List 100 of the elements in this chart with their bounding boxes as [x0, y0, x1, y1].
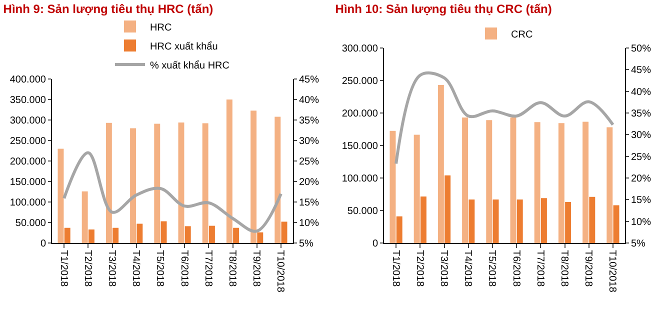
y2-tick-label: 45%	[631, 65, 652, 76]
bar	[257, 232, 264, 243]
legend-label: % xuất khẩu HRC	[150, 59, 230, 72]
legend-label: HRC	[150, 22, 172, 34]
x-tick-label: T3/2018	[106, 250, 117, 288]
bar	[233, 228, 240, 243]
bar	[589, 196, 596, 243]
x-tick-label: T9/2018	[582, 250, 594, 288]
x-tick-label: T9/2018	[250, 250, 262, 288]
y2-tick-label: 40%	[299, 95, 320, 106]
y-tick-label: 250.000	[10, 136, 46, 147]
x-tick-label: T1/2018	[58, 250, 69, 288]
y-tick-label: 100.000	[342, 174, 378, 184]
bar	[136, 224, 143, 243]
y2-tick-label: 40%	[631, 86, 652, 98]
bar	[130, 128, 136, 243]
y-tick-label: 150.000	[10, 177, 46, 188]
y2-tick-label: 15%	[299, 198, 320, 208]
bar	[582, 122, 589, 243]
bar	[64, 228, 70, 243]
bar	[613, 205, 620, 243]
y2-tick-label: 30%	[299, 136, 320, 147]
chart-title: Hình 10: Sản lượng tiêu thụ CRC (tấn)	[335, 2, 552, 16]
bar	[208, 226, 215, 243]
bar	[516, 199, 523, 243]
x-tick-label: T2/2018	[82, 250, 93, 288]
chart-title: Hình 9: Sản lượng tiêu thụ HRC (tấn)	[3, 2, 214, 16]
y2-tick-label: 5%	[299, 238, 314, 250]
x-tick-label: T3/2018	[438, 250, 449, 288]
y-tick-label: 50.000	[15, 218, 46, 229]
bar	[486, 120, 492, 243]
y-tick-label: 400.000	[10, 74, 46, 86]
x-tick-label: T6/2018	[510, 250, 522, 288]
x-tick-label: T6/2018	[178, 250, 190, 288]
bar	[492, 199, 499, 243]
bar	[106, 122, 112, 243]
bar	[558, 123, 564, 243]
bar	[462, 118, 468, 243]
y2-tick-label: 35%	[631, 108, 652, 120]
bar	[154, 124, 160, 243]
y2-tick-label: 25%	[631, 152, 652, 163]
x-tick-label: T4/2018	[130, 250, 142, 288]
y-tick-label: 150.000	[342, 141, 378, 152]
bar	[88, 229, 94, 243]
y2-tick-label: 10%	[631, 216, 652, 228]
y2-tick-label: 5%	[631, 238, 646, 250]
bar	[112, 228, 119, 243]
x-tick-label: T5/2018	[486, 250, 498, 288]
legend-label: CRC	[511, 29, 533, 40]
bar	[202, 123, 208, 243]
x-tick-label: T8/2018	[558, 250, 570, 288]
y-tick-label: 0	[40, 238, 46, 250]
bar	[390, 130, 396, 243]
x-tick-label: T10/2018	[606, 250, 618, 293]
y2-tick-label: 25%	[299, 156, 320, 168]
bar	[184, 226, 191, 243]
bar	[82, 191, 88, 243]
y2-tick-label: 15%	[631, 195, 652, 206]
bar	[226, 100, 232, 243]
bar	[58, 148, 64, 243]
line-series	[62, 151, 282, 233]
y-tick-label: 0	[372, 238, 378, 250]
bar	[534, 122, 540, 243]
bar	[281, 222, 288, 243]
bar	[420, 196, 426, 243]
bar	[468, 199, 475, 243]
y2-tick-label: 30%	[631, 130, 652, 142]
y-tick-label: 300.000	[342, 44, 378, 54]
bar	[565, 202, 572, 243]
y2-tick-label: 35%	[299, 116, 320, 126]
y2-tick-label: 20%	[299, 177, 320, 188]
y-tick-label: 300.000	[10, 116, 46, 126]
x-tick-label: T1/2018	[390, 250, 401, 288]
legend-label: HRC xuất khẩu	[150, 40, 218, 52]
x-tick-label: T10/2018	[274, 250, 286, 293]
bar	[510, 118, 516, 243]
y-tick-label: 100.000	[10, 198, 46, 208]
y2-tick-label: 50%	[631, 44, 652, 54]
y-tick-label: 50.000	[347, 206, 378, 217]
y-tick-label: 350.000	[10, 95, 46, 106]
x-tick-label: T7/2018	[202, 250, 214, 288]
bar	[274, 116, 281, 243]
bar	[396, 216, 402, 243]
y-tick-label: 200.000	[342, 108, 378, 120]
bar	[444, 175, 451, 243]
x-tick-label: T2/2018	[414, 250, 425, 288]
y2-tick-label: 10%	[299, 218, 320, 229]
bar	[438, 85, 444, 243]
bar	[540, 198, 547, 243]
bar	[606, 127, 613, 243]
x-tick-label: T4/2018	[462, 250, 474, 288]
y2-tick-label: 45%	[299, 74, 320, 86]
x-tick-label: T7/2018	[534, 250, 546, 288]
x-tick-label: T8/2018	[226, 250, 238, 288]
bar	[414, 134, 420, 243]
y-tick-label: 200.000	[10, 156, 46, 168]
x-tick-label: T5/2018	[154, 250, 166, 288]
bar	[160, 221, 167, 243]
y2-tick-label: 20%	[631, 174, 652, 184]
bar	[250, 110, 257, 243]
